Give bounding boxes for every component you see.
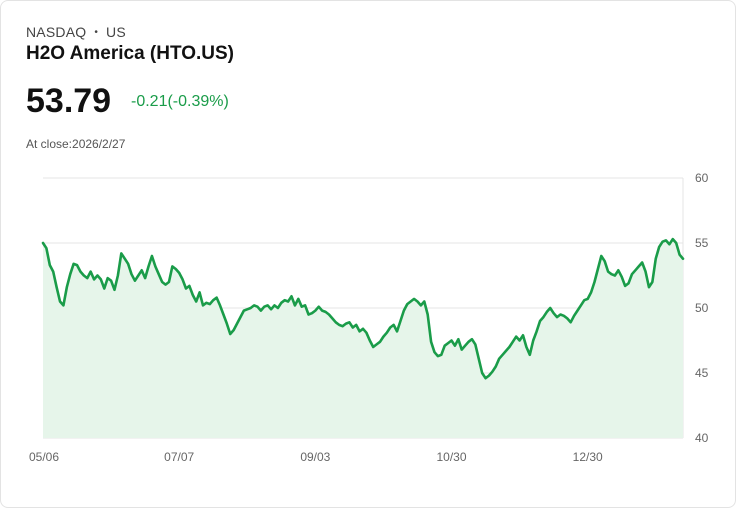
x-tick-label: 12/30	[573, 450, 603, 464]
price-area-fill	[43, 239, 683, 438]
exchange-row: NASDAQ • US	[26, 24, 126, 40]
price-line	[41, 237, 685, 380]
y-tick-label: 50	[695, 301, 709, 315]
x-tick-label: 05/06	[29, 450, 59, 464]
close-timestamp: At close:2026/2/27	[26, 137, 126, 151]
x-tick-label: 10/30	[436, 450, 466, 464]
price-change: -0.21(-0.39%)	[131, 93, 229, 110]
y-tick-label: 45	[695, 366, 709, 380]
exchange-name: NASDAQ	[26, 24, 87, 40]
y-tick-label: 60	[695, 171, 709, 185]
x-tick-label: 09/03	[300, 450, 330, 464]
y-tick-label: 40	[695, 431, 709, 445]
y-tick-label: 55	[695, 236, 709, 250]
separator-dot: •	[94, 26, 99, 38]
current-price: 53.79	[26, 82, 112, 120]
company-title: H2O America (HTO.US)	[26, 43, 234, 64]
region-label: US	[106, 24, 126, 40]
x-tick-label: 07/07	[164, 450, 194, 464]
